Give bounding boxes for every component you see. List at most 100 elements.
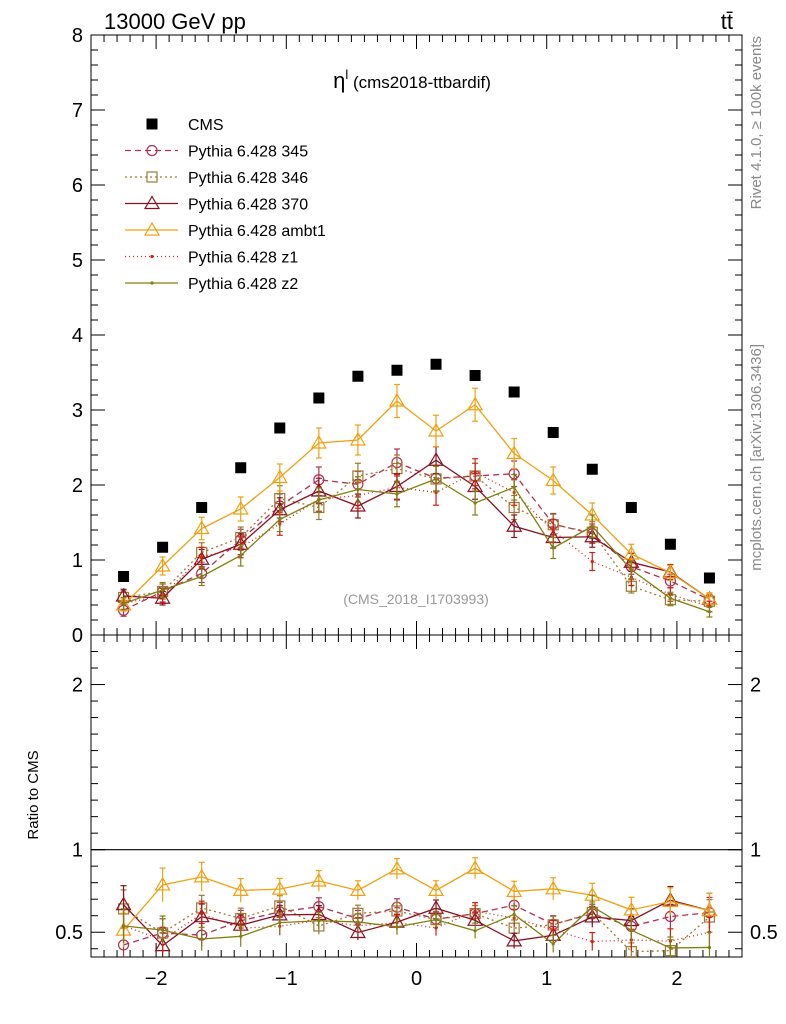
ratio-point bbox=[467, 860, 484, 874]
ratio-point bbox=[161, 928, 165, 932]
data-point bbox=[427, 422, 445, 437]
ratio-point bbox=[590, 904, 594, 909]
cms-data-point bbox=[391, 364, 403, 376]
ratio-ytick-label-right: 0.5 bbox=[750, 922, 778, 944]
ratio-point bbox=[590, 939, 594, 944]
legend-label: Pythia 6.428 370 bbox=[188, 197, 308, 214]
ratio-point bbox=[551, 942, 555, 946]
xtick-label: 2 bbox=[671, 968, 682, 990]
cms-data-point bbox=[664, 538, 676, 550]
legend-marker bbox=[143, 195, 161, 210]
series-line bbox=[123, 459, 710, 600]
ratio-series-line bbox=[123, 867, 710, 931]
ratio-point bbox=[232, 882, 249, 896]
data-point bbox=[271, 469, 288, 484]
data-point bbox=[545, 472, 562, 487]
data-point bbox=[590, 559, 594, 564]
cms-data-point bbox=[469, 370, 481, 381]
data-point bbox=[154, 557, 171, 572]
ratio-point bbox=[349, 882, 366, 896]
ratio-point bbox=[668, 946, 672, 950]
legend-label: CMS bbox=[188, 117, 224, 134]
mcplots-label: mcplots.cern.ch [arXiv:1306.3436] bbox=[748, 344, 765, 571]
data-point bbox=[506, 445, 523, 460]
ratio-point bbox=[317, 919, 321, 923]
ratio-point bbox=[551, 928, 555, 932]
data-point bbox=[662, 564, 679, 579]
ratio-point bbox=[427, 882, 445, 896]
cms-data-point bbox=[430, 358, 442, 370]
ratio-point bbox=[506, 932, 523, 947]
analysis-watermark: (CMS_2018_I1703993) bbox=[343, 591, 489, 607]
ratio-series-pythia-6.428-ambt1 bbox=[115, 857, 718, 948]
xtick-label: −1 bbox=[275, 968, 298, 990]
ratio-ytick-label-right: 1 bbox=[750, 840, 761, 862]
series-cms bbox=[118, 358, 715, 584]
legend-marker bbox=[146, 171, 158, 183]
data-point bbox=[551, 546, 555, 550]
ratio-point bbox=[473, 909, 477, 913]
ratio-axes: 0.5 0.5 1 1 2 2 bbox=[55, 635, 778, 957]
data-point bbox=[121, 601, 126, 606]
ratio-plot-frame bbox=[90, 634, 743, 958]
data-point bbox=[434, 477, 438, 481]
series-line bbox=[123, 471, 710, 608]
data-point bbox=[193, 520, 210, 535]
data-point bbox=[349, 431, 366, 446]
ratio-point bbox=[662, 893, 679, 908]
series-line bbox=[123, 400, 710, 606]
data-point bbox=[356, 487, 360, 492]
data-point bbox=[161, 588, 165, 592]
legend-marker bbox=[146, 118, 158, 130]
cms-data-point bbox=[157, 541, 169, 553]
main-ytick-label: 1 bbox=[72, 550, 83, 572]
ratio-point bbox=[584, 908, 601, 923]
legend-marker bbox=[143, 221, 161, 236]
ratio-point bbox=[434, 918, 438, 922]
xtick-label: 0 bbox=[411, 968, 422, 990]
data-point bbox=[467, 396, 484, 411]
ratio-point bbox=[310, 872, 327, 887]
main-ytick-label: 3 bbox=[72, 400, 83, 422]
data-point bbox=[629, 568, 633, 572]
series-pythia-6.428-z2 bbox=[120, 465, 713, 618]
data-point bbox=[473, 501, 477, 505]
xtick-label: −2 bbox=[145, 968, 168, 990]
series-line bbox=[123, 467, 710, 602]
data-point bbox=[590, 524, 594, 528]
data-point bbox=[506, 518, 523, 532]
ratio-ylabel: Ratio to CMS bbox=[25, 750, 42, 839]
ratio-point bbox=[154, 876, 171, 891]
ratio-point bbox=[623, 901, 640, 916]
ratio-point bbox=[271, 880, 288, 895]
data-point bbox=[512, 485, 516, 489]
cms-data-point bbox=[274, 422, 286, 434]
legend-label: Pythia 6.428 z1 bbox=[188, 250, 298, 267]
plot-title-sup: l bbox=[345, 67, 348, 82]
ratio-point bbox=[545, 880, 562, 895]
data-point bbox=[349, 497, 366, 512]
ratio-point bbox=[193, 868, 210, 883]
data-point bbox=[395, 492, 399, 496]
cms-data-point bbox=[235, 462, 247, 474]
cms-data-point bbox=[703, 572, 715, 584]
ratio-marks bbox=[115, 857, 718, 957]
ratio-ytick-label: 0.5 bbox=[55, 922, 83, 944]
ratio-point bbox=[707, 945, 712, 950]
main-ytick-label: 4 bbox=[72, 325, 83, 347]
ratio-point bbox=[395, 925, 399, 929]
data-point bbox=[668, 596, 672, 600]
data-point bbox=[310, 434, 327, 449]
data-point bbox=[200, 574, 204, 579]
ratio-point bbox=[473, 929, 477, 933]
series-pythia-6.428-z1 bbox=[120, 458, 713, 613]
ratio-point bbox=[200, 937, 204, 941]
plot-title-rest: (cms2018-ttbardif) bbox=[348, 73, 491, 92]
legend-label: Pythia 6.428 z2 bbox=[188, 276, 298, 293]
plot-title-var: η bbox=[333, 68, 345, 93]
process-label: tt̄ bbox=[721, 9, 733, 34]
ratio-point bbox=[512, 912, 516, 916]
xtick-label: 1 bbox=[541, 968, 552, 990]
main-marks bbox=[115, 358, 718, 618]
